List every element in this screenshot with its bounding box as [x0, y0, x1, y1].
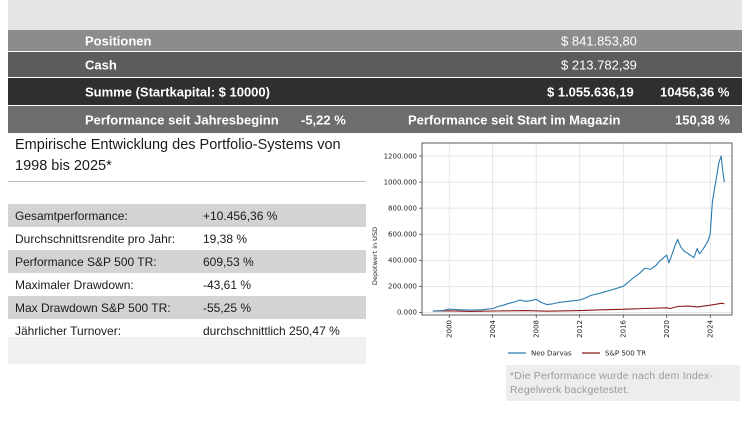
plot-frame — [421, 142, 733, 316]
positionen-value: $ 841.853,80 — [561, 33, 637, 48]
stats-row: Max Drawdown S&P 500 TR: -55,25 % — [8, 296, 366, 319]
stats-panel: Empirische Entwicklung des Portfolio-Sys… — [8, 133, 366, 364]
stats-row: Performance S&P 500 TR: 609,53 % — [8, 250, 366, 273]
chart-background — [366, 133, 746, 365]
y-axis-label: Depotwert in USD — [371, 227, 379, 285]
legend-label: Neo Darvas — [531, 350, 572, 358]
divider — [8, 181, 366, 182]
summe-value: $ 1.055.636,19 — [547, 84, 634, 99]
y-tick-label: 1000.000 — [384, 178, 417, 186]
stats-value: 19,38 % — [203, 231, 248, 246]
summe-label: Summe (Startkapital: $ 10000) — [85, 84, 270, 99]
y-tick-label: 400.000 — [388, 257, 417, 265]
backtest-note-text: *Die Performance wurde nach dem Index-Re… — [510, 370, 714, 396]
performance-row: Performance seit Jahresbeginn -5,22 % Pe… — [8, 106, 742, 133]
performance-chart: Depotwert in USD 0.000 200.000 400.000 600.… — [366, 133, 746, 365]
cash-value: $ 213.782,39 — [561, 57, 637, 72]
stats-row: Durchschnittsrendite pro Jahr: 19,38 % — [8, 227, 366, 250]
panel-footer — [8, 337, 366, 364]
stats-value: +10.456,36 % — [203, 208, 278, 223]
perf-year-value: -5,22 % — [301, 112, 346, 127]
y-tick-label: 0.000 — [397, 309, 417, 317]
stats-label: Max Drawdown S&P 500 TR: — [15, 300, 171, 315]
cash-row: Cash $ 213.782,39 — [8, 52, 742, 77]
x-tick-label: 2020 — [663, 320, 671, 338]
stats-label: Durchschnittsrendite pro Jahr: — [15, 231, 176, 246]
stats-label: Jährlicher Turnover: — [15, 323, 122, 338]
stats-row: Jährlicher Turnover: durchschnittlich 25… — [8, 319, 366, 342]
perf-year-label: Performance seit Jahresbeginn — [85, 112, 279, 127]
stats-row: Gesamtperformance: +10.456,36 % — [8, 204, 366, 227]
legend-label: S&P 500 TR — [605, 350, 646, 358]
x-tick-label: 2000 — [446, 320, 454, 338]
positionen-label: Positionen — [85, 33, 152, 48]
x-tick-label: 2012 — [576, 320, 584, 338]
stats-label: Performance S&P 500 TR: — [15, 254, 157, 269]
x-tick-label: 2004 — [489, 319, 497, 337]
y-tick-label: 200.000 — [388, 283, 417, 291]
stats-value: 609,53 % — [203, 254, 254, 269]
perf-start-label: Performance seit Start im Magazin — [408, 112, 621, 127]
cash-label: Cash — [85, 57, 117, 72]
top-strip — [8, 0, 742, 30]
stats-row: Maximaler Drawdown: -43,61 % — [8, 273, 366, 296]
series-line-sp500 — [432, 302, 725, 312]
series-line-neo-darvas — [432, 155, 725, 312]
stats-label: Gesamtperformance: — [15, 208, 128, 223]
y-tick-label: 600.000 — [388, 231, 417, 239]
x-tick-label: 2024 — [707, 319, 715, 337]
perf-start-value: 150,38 % — [675, 112, 730, 127]
stats-label: Maximaler Drawdown: — [15, 277, 134, 292]
x-tick-label: 2016 — [620, 319, 628, 337]
y-tick-label: 800.000 — [388, 204, 417, 212]
y-tick-label: 1200.000 — [384, 152, 417, 160]
positionen-row: Positionen $ 841.853,80 — [8, 30, 742, 51]
stats-title: Empirische Entwicklung des Portfolio-Sys… — [15, 137, 341, 174]
summe-percent: 10456,36 % — [660, 84, 730, 99]
x-tick-label: 2008 — [533, 320, 541, 338]
stats-value: durchschnittlich 250,47 % — [203, 323, 340, 338]
stats-value: -55,25 % — [203, 300, 252, 315]
backtest-note: *Die Performance wurde nach dem Index-Re… — [506, 365, 740, 401]
stats-value: -43,61 % — [203, 277, 252, 292]
summe-row: Summe (Startkapital: $ 10000) $ 1.055.63… — [8, 78, 742, 105]
